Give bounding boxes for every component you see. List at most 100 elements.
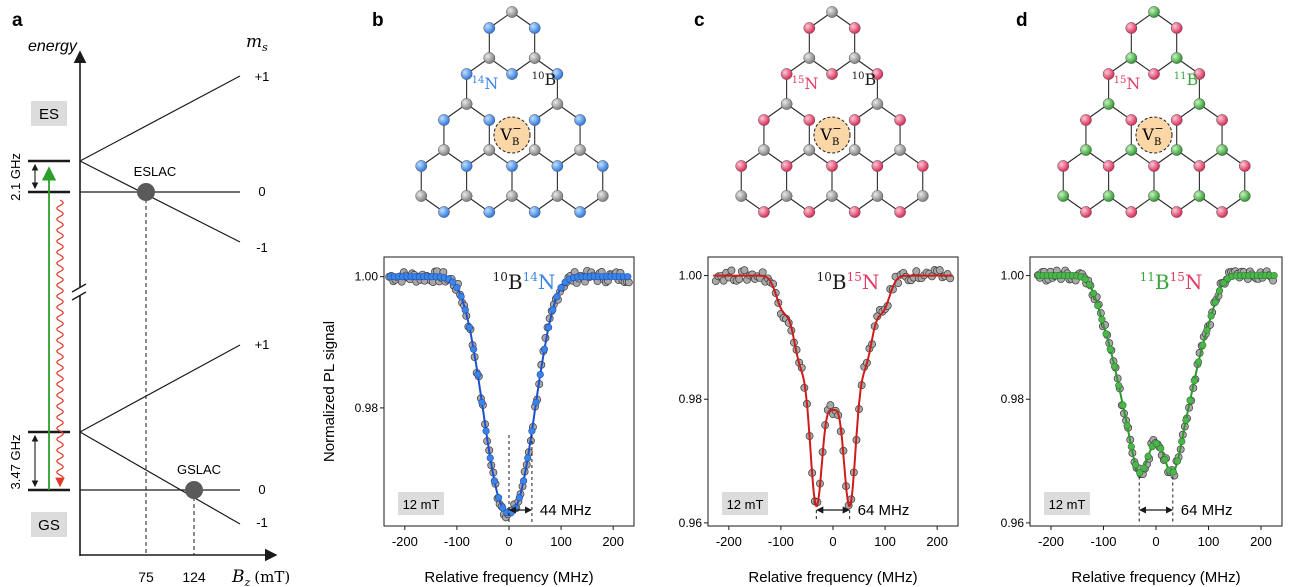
emission-wavy-arrow: [56, 199, 64, 479]
data-point: [826, 401, 835, 410]
ms-value-gs-minus1: -1: [256, 515, 268, 530]
n-mass: 14: [472, 75, 485, 86]
nitrogen-atom: [574, 114, 586, 126]
data-point-fit: [1173, 457, 1182, 465]
data-point-fit: [1136, 469, 1144, 477]
data-point-fit: [453, 284, 461, 292]
chart-title: 10B15N: [817, 270, 880, 294]
gs-level-minus1: [79, 431, 241, 525]
n-symbol: N: [1126, 74, 1140, 93]
chart-title: 10B14N: [493, 270, 556, 294]
y-tick-label: 0.98: [679, 392, 703, 406]
es-badge: [31, 101, 67, 126]
data-point-fit: [553, 293, 561, 301]
boron-atom: [780, 98, 793, 110]
field-badge-label: 12 mT: [403, 497, 440, 512]
boron-atom: [826, 190, 838, 202]
nitrogen-atom: [1125, 206, 1138, 218]
nitrogen-atom: [1125, 114, 1138, 126]
boron-atom: [1125, 144, 1138, 156]
data-point-fit: [1140, 464, 1148, 472]
panel-b-letter: b: [372, 10, 384, 31]
eslac-label: ESLAC: [134, 164, 177, 179]
gs-badge-label: GS: [38, 517, 60, 534]
nitrogen-atom: [848, 114, 861, 126]
data-point-fit: [449, 278, 457, 286]
nitrogen-atom: [826, 160, 838, 172]
vb-sub: B: [832, 137, 839, 148]
boron-isotope-label: 10B: [852, 70, 877, 89]
data-point: [912, 267, 921, 276]
ms-value-es-minus1: -1: [256, 240, 268, 255]
nitrogen-atom: [780, 160, 793, 172]
b-mass: 10: [852, 71, 865, 82]
nitrogen-atom: [848, 22, 861, 34]
panel-c-lattice-group: c VB−15N 10B: [694, 6, 929, 218]
boron-atom: [780, 190, 793, 202]
nitrogen-atom: [1080, 114, 1092, 126]
es-level-minus1: [79, 160, 241, 243]
boron-atom: [438, 144, 450, 156]
nitrogen-isotope-label: 15N: [1114, 74, 1141, 93]
y-tick-label: 0.96: [1001, 516, 1025, 530]
data-point-fit: [544, 323, 553, 332]
nitrogen-atom: [1238, 160, 1251, 172]
nitrogen-atom: [1216, 206, 1228, 218]
boron-atom: [483, 52, 496, 64]
data-point-fit: [1081, 275, 1089, 283]
nitrogen-atom: [1057, 160, 1070, 172]
vb-main: V: [1141, 125, 1154, 144]
data-point-fit: [536, 370, 544, 379]
y-tick-label: 0.98: [355, 401, 379, 415]
nitrogen-atom: [735, 160, 748, 172]
isotope-mass: 10: [493, 270, 508, 284]
splitting-label: 64 MHz: [1181, 502, 1233, 519]
nitrogen-atom: [871, 68, 884, 80]
chart-11b15n: -200 -100 0 100 200 1.00 0.98 0.96 Relative freq…: [1001, 256, 1283, 586]
b-symbol: B: [864, 70, 876, 89]
axis-break-gap: [74, 287, 88, 296]
nitrogen-atom: [758, 114, 770, 126]
nitrogen-atom: [438, 114, 450, 126]
x-tick-label: -100: [1090, 534, 1116, 549]
nitrogen-atom: [803, 114, 816, 126]
nitrogen-atom: [551, 160, 564, 172]
boron-atom: [871, 98, 884, 110]
panel-a-letter: a: [12, 10, 23, 31]
nitrogen-atom: [871, 160, 884, 172]
nitrogen-atom: [574, 206, 586, 218]
bz-axis-label: Bz (mT): [231, 567, 290, 587]
y-axis-label: Normalized PL signal: [321, 321, 338, 462]
n-symbol: N: [804, 74, 818, 93]
boron-atom: [1170, 52, 1183, 64]
data-point-fit: [1178, 437, 1186, 446]
data-point: [935, 266, 944, 275]
isotope-symbol: N: [538, 270, 556, 294]
vb-sub: B: [512, 137, 519, 148]
nitrogen-atom: [528, 114, 541, 126]
x-tick-label: 0: [1152, 534, 1159, 549]
boron-atom: [1148, 6, 1160, 18]
boron-vacancy-label: VB −: [819, 122, 841, 148]
n-mass: 15: [792, 75, 805, 86]
vb-sup: −: [1154, 122, 1163, 135]
data-point-fit: [515, 494, 524, 502]
axis-break-mark: [71, 283, 87, 293]
data-point-fit: [1115, 381, 1123, 390]
splitting-label: 44 MHz: [540, 502, 592, 519]
data-point-fit: [1110, 362, 1119, 371]
boron-atom: [848, 52, 861, 64]
es-level-plus1: [79, 75, 241, 162]
panel-a-energy-diagram: a energy ms 2.1 GHz 3.47 GHz: [8, 10, 290, 587]
lattice-d: VB−15N 11B: [1057, 6, 1251, 218]
chart-10b15n: -200 -100 0 100 200 1.00 0.98 0.96 Relative freq…: [679, 256, 959, 586]
boron-atom: [460, 190, 473, 202]
data-point-fit: [486, 454, 494, 462]
boron-atom: [460, 98, 473, 110]
data-point-fit: [1119, 401, 1127, 409]
boron-atom: [1125, 52, 1138, 64]
boron-isotope-label: 11B: [1174, 70, 1199, 89]
nitrogen-atom: [528, 206, 541, 218]
data-point-fit: [499, 504, 507, 512]
